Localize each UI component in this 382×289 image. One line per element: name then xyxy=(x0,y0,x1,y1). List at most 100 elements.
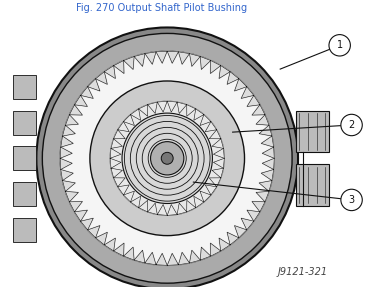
Polygon shape xyxy=(87,226,100,238)
Polygon shape xyxy=(178,252,189,265)
Circle shape xyxy=(341,114,362,136)
Polygon shape xyxy=(70,201,83,212)
Polygon shape xyxy=(262,147,274,158)
Polygon shape xyxy=(60,158,72,169)
Polygon shape xyxy=(296,164,329,206)
Polygon shape xyxy=(200,114,211,125)
Polygon shape xyxy=(209,178,221,187)
Polygon shape xyxy=(210,60,221,73)
Polygon shape xyxy=(118,185,129,195)
Polygon shape xyxy=(113,130,125,139)
Polygon shape xyxy=(247,95,260,106)
Polygon shape xyxy=(241,218,254,230)
Polygon shape xyxy=(200,191,211,202)
Polygon shape xyxy=(241,87,254,99)
Circle shape xyxy=(341,189,362,211)
Polygon shape xyxy=(177,102,187,114)
Polygon shape xyxy=(70,105,83,115)
Polygon shape xyxy=(187,200,196,212)
Circle shape xyxy=(36,27,298,289)
Polygon shape xyxy=(212,139,223,148)
Polygon shape xyxy=(256,191,269,202)
Polygon shape xyxy=(261,136,274,147)
Polygon shape xyxy=(118,122,129,132)
Polygon shape xyxy=(63,181,75,191)
Polygon shape xyxy=(156,253,167,265)
Polygon shape xyxy=(124,56,134,69)
Polygon shape xyxy=(148,203,157,214)
Polygon shape xyxy=(134,53,145,66)
Polygon shape xyxy=(167,101,177,112)
Polygon shape xyxy=(212,168,223,178)
Polygon shape xyxy=(65,191,78,202)
Polygon shape xyxy=(214,158,224,168)
Polygon shape xyxy=(123,114,134,125)
Polygon shape xyxy=(110,158,121,168)
Polygon shape xyxy=(96,72,107,84)
Polygon shape xyxy=(139,105,148,116)
Text: Fig. 270 Output Shaft Pilot Bushing: Fig. 270 Output Shaft Pilot Bushing xyxy=(76,3,247,13)
Polygon shape xyxy=(131,109,141,120)
Circle shape xyxy=(122,113,212,203)
Polygon shape xyxy=(124,247,134,260)
Polygon shape xyxy=(134,250,145,263)
Text: 3: 3 xyxy=(348,195,354,205)
Polygon shape xyxy=(177,203,187,214)
Circle shape xyxy=(60,51,274,265)
Polygon shape xyxy=(256,115,269,125)
Polygon shape xyxy=(61,136,73,147)
Polygon shape xyxy=(74,95,87,106)
Polygon shape xyxy=(81,87,93,99)
Polygon shape xyxy=(60,147,72,158)
Circle shape xyxy=(110,101,224,215)
Polygon shape xyxy=(104,238,115,251)
Polygon shape xyxy=(156,51,167,63)
Polygon shape xyxy=(219,238,230,251)
Polygon shape xyxy=(111,168,122,178)
Polygon shape xyxy=(148,102,157,114)
Polygon shape xyxy=(114,60,124,73)
Polygon shape xyxy=(259,181,272,191)
Text: 2: 2 xyxy=(348,120,355,130)
Polygon shape xyxy=(63,125,75,136)
Polygon shape xyxy=(96,232,107,245)
Polygon shape xyxy=(139,200,148,212)
Polygon shape xyxy=(194,196,204,208)
Polygon shape xyxy=(209,130,221,139)
Polygon shape xyxy=(259,125,272,136)
Polygon shape xyxy=(167,253,178,265)
Polygon shape xyxy=(214,148,224,158)
Polygon shape xyxy=(65,115,78,125)
Polygon shape xyxy=(252,105,265,115)
Polygon shape xyxy=(74,210,87,221)
Polygon shape xyxy=(227,72,239,84)
Polygon shape xyxy=(13,111,36,134)
Polygon shape xyxy=(205,185,217,195)
Polygon shape xyxy=(247,210,260,221)
Polygon shape xyxy=(110,148,121,158)
Polygon shape xyxy=(200,56,211,69)
Polygon shape xyxy=(13,147,36,170)
Polygon shape xyxy=(13,75,36,99)
Polygon shape xyxy=(205,122,217,132)
Polygon shape xyxy=(219,66,230,79)
Polygon shape xyxy=(167,205,177,215)
Polygon shape xyxy=(113,178,125,187)
Circle shape xyxy=(151,142,184,175)
Polygon shape xyxy=(227,232,239,245)
Polygon shape xyxy=(210,243,221,256)
Polygon shape xyxy=(157,205,167,215)
Polygon shape xyxy=(13,218,36,242)
Polygon shape xyxy=(13,182,36,206)
Polygon shape xyxy=(296,111,329,152)
Text: 1: 1 xyxy=(337,40,343,50)
Polygon shape xyxy=(104,66,115,79)
Polygon shape xyxy=(111,139,122,148)
Polygon shape xyxy=(235,79,247,91)
Polygon shape xyxy=(61,169,73,181)
Circle shape xyxy=(329,35,350,56)
Polygon shape xyxy=(167,51,178,63)
Polygon shape xyxy=(189,53,200,66)
Polygon shape xyxy=(252,201,265,212)
Polygon shape xyxy=(200,247,211,260)
